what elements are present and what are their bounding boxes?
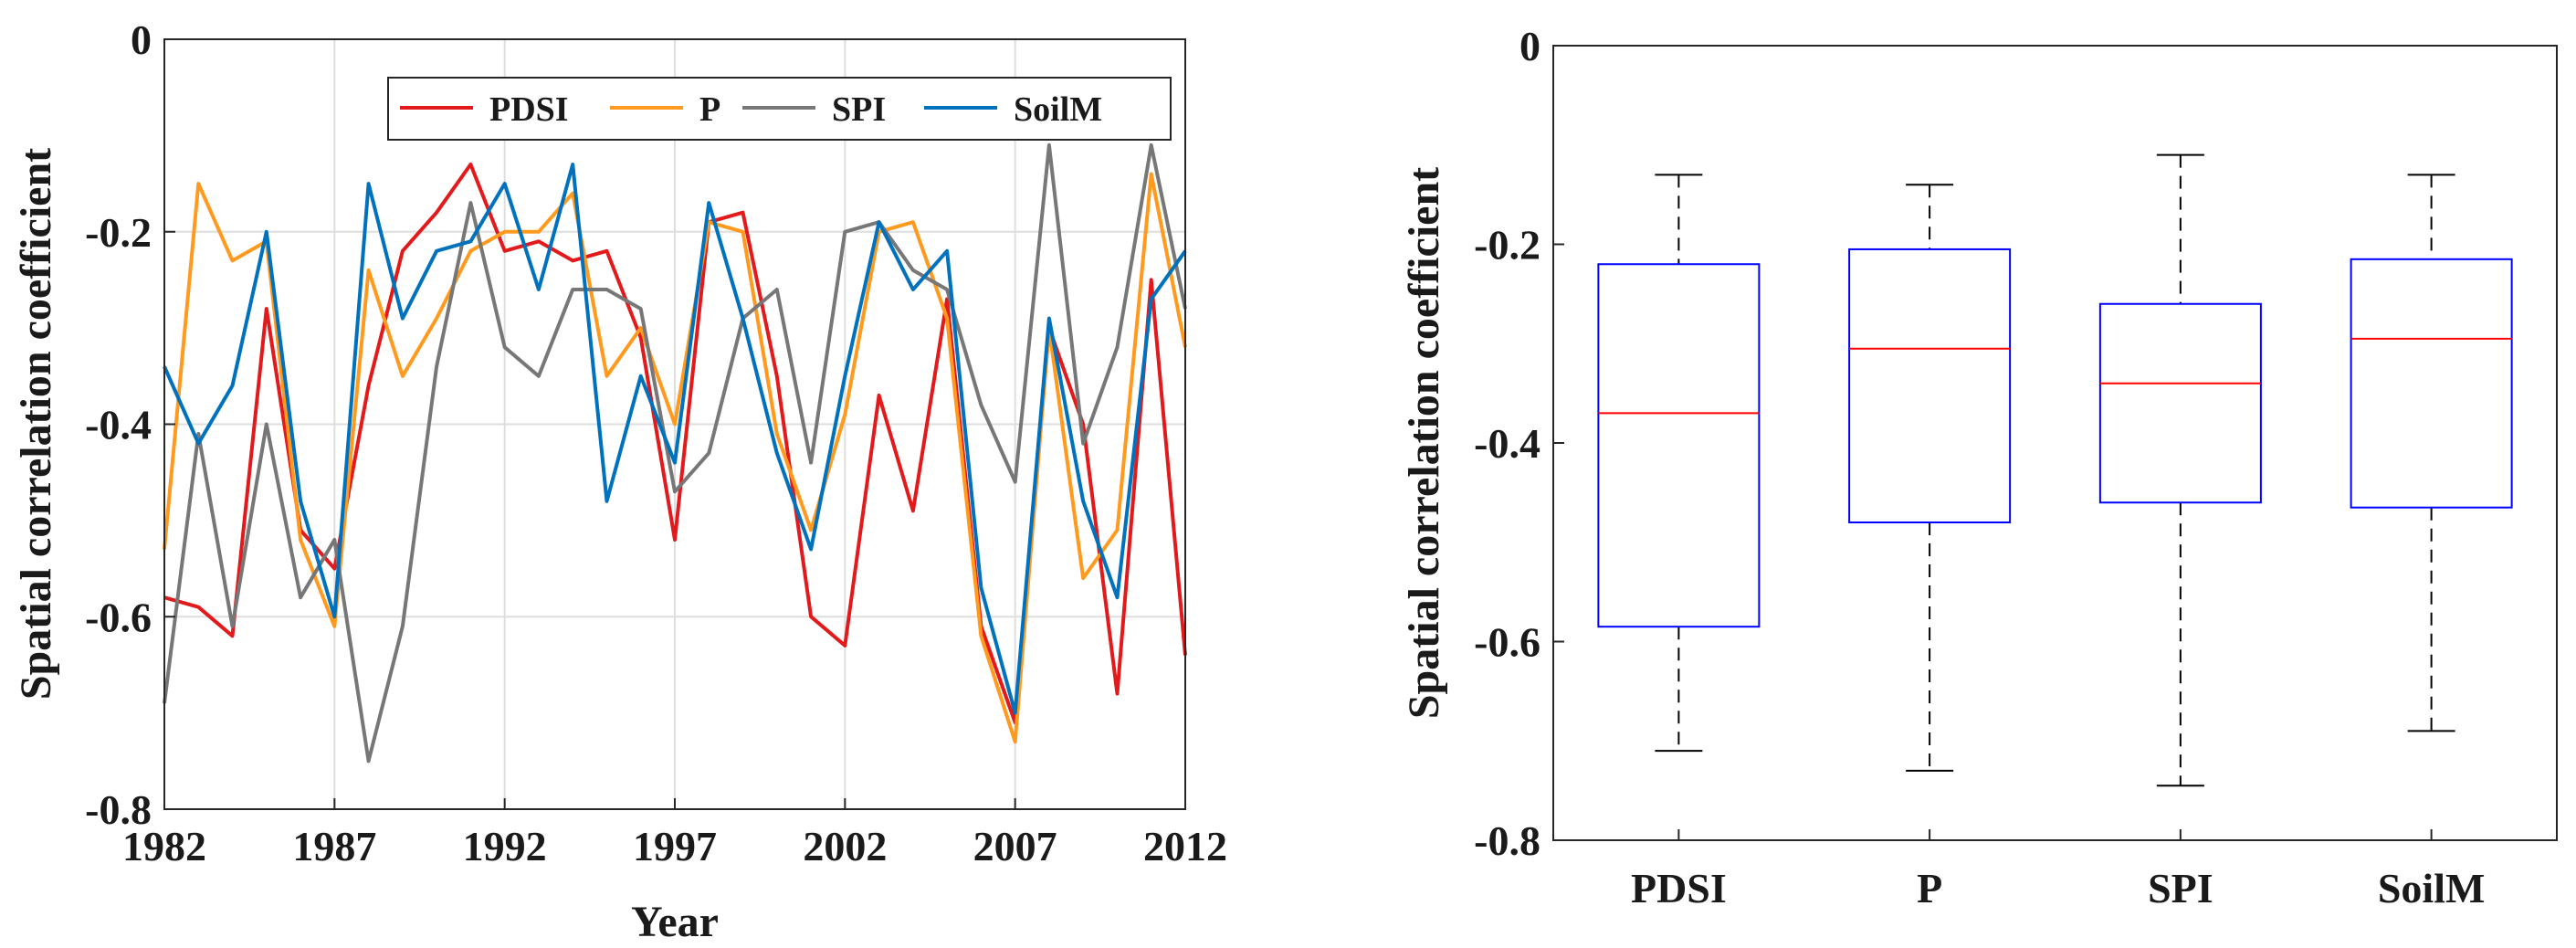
box-chart-y-tick-label: -0.4 [1474, 420, 1540, 467]
legend: PDSI P SPI SoilM [387, 77, 1172, 141]
iqr-box-soilm [2350, 258, 2513, 509]
box-chart-boxes [1597, 153, 2513, 787]
line-chart-x-tick-label: 2012 [1143, 823, 1227, 869]
box-chart-panel: 0 -0.2 -0.4 -0.6 -0.8 PDSI P SPI SoilM Spatial c… [1400, 23, 2558, 911]
box-chart-x-tick-label-soilm: SoilM [2378, 865, 2486, 911]
box-chart-y-axis-label: Spatial correlation coefficient [1400, 167, 1448, 719]
line-chart-x-tick-label: 1992 [463, 823, 547, 869]
legend-label-spi: SPI [832, 90, 886, 129]
box-chart-y-tick-label: 0 [1519, 23, 1540, 69]
line-chart-x-tick-label: 1997 [633, 823, 717, 869]
box-chart-y-tick-label: -0.8 [1474, 817, 1540, 864]
iqr-box-pdsi [1597, 263, 1761, 628]
box-pdsi [1597, 174, 1761, 753]
line-chart-y-tick-label: -0.4 [85, 402, 152, 448]
line-chart-ticks: 1982 1987 1992 1997 2002 2007 2012 0 -0.2 -0.4 -0.… [85, 16, 1227, 869]
legend-label-soilm: SoilM [1014, 90, 1102, 129]
box-chart-y-tick-label: -0.2 [1474, 222, 1540, 269]
line-chart-x-tick-label: 1987 [292, 823, 376, 869]
box-chart-plot-area [1553, 46, 2557, 840]
line-chart-y-axis-label: Spatial correlation coefficient [12, 148, 60, 700]
box-spi [2098, 153, 2262, 787]
iqr-box-p [1848, 248, 2012, 523]
legend-label-pdsi: PDSI [489, 90, 569, 129]
line-chart-series [163, 142, 1187, 764]
box-chart-y-tick-label: -0.6 [1474, 619, 1540, 666]
line-chart-y-tick-label: -0.8 [85, 786, 152, 833]
line-chart-y-tick-label: -0.6 [85, 594, 152, 640]
line-chart-x-tick-label: 2007 [973, 823, 1057, 869]
line-chart-y-tick-label: -0.2 [85, 209, 152, 256]
box-p [1848, 184, 2012, 772]
iqr-box-spi [2098, 302, 2262, 504]
series-line-soilm [163, 163, 1187, 715]
series-line-p [163, 172, 1187, 744]
legend-label-p: P [699, 90, 720, 129]
box-soilm [2350, 174, 2513, 732]
line-chart-x-tick-label: 2002 [803, 823, 887, 869]
box-chart-ticks: 0 -0.2 -0.4 -0.6 -0.8 PDSI P SPI SoilM [1474, 23, 2485, 911]
box-chart-x-tick-label-p: P [1917, 865, 1942, 911]
line-chart-x-tick-label: 1982 [122, 823, 206, 869]
line-chart-x-axis-label: Year [631, 898, 719, 946]
box-chart-x-tick-label-pdsi: PDSI [1631, 865, 1727, 911]
box-chart-x-tick-label-spi: SPI [2148, 865, 2213, 911]
line-chart-y-tick-label: 0 [131, 16, 152, 63]
line-chart-panel: 1982 1987 1992 1997 2002 2007 2012 0 -0.2 -0.4 -0.… [12, 16, 1227, 946]
series-line-spi [163, 142, 1187, 764]
